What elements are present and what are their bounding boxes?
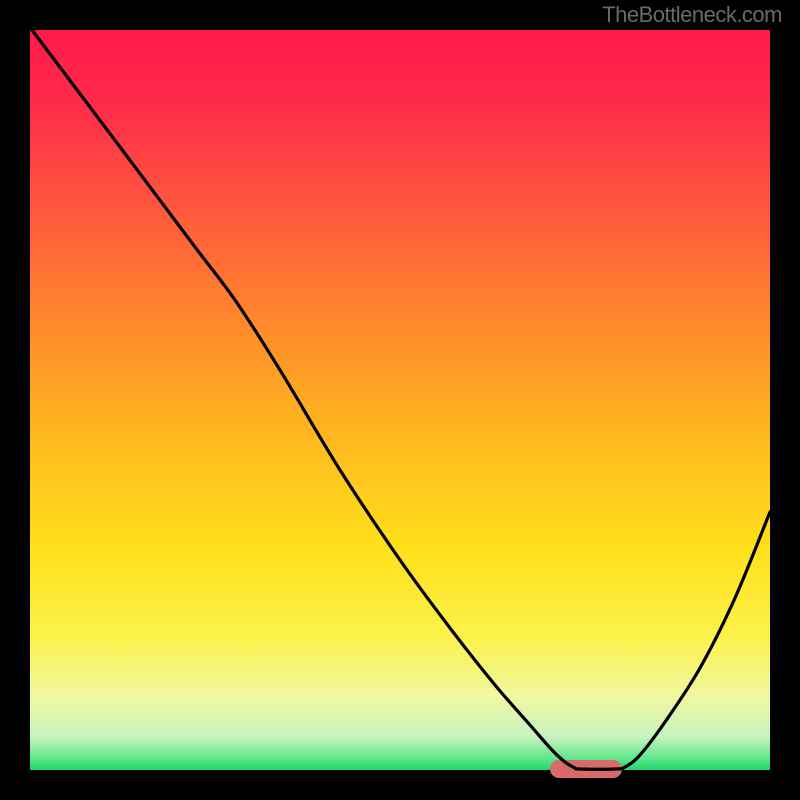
bottleneck-chart: [0, 0, 800, 800]
plot-background: [30, 30, 770, 770]
chart-container: TheBottleneck.com: [0, 0, 800, 800]
watermark-text: TheBottleneck.com: [602, 2, 782, 28]
